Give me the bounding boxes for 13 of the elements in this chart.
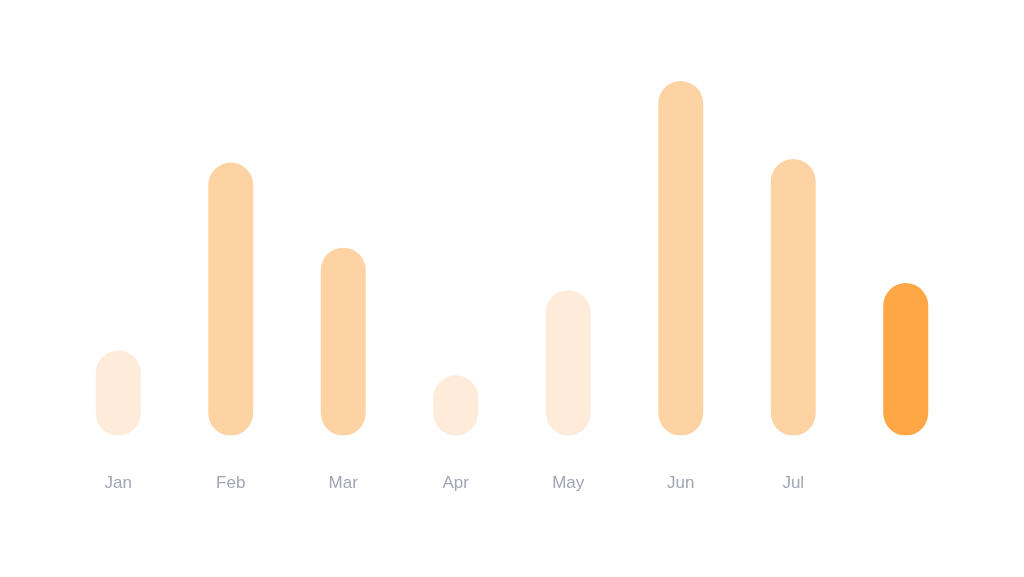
x-tick-label: Jan xyxy=(104,473,132,493)
bar xyxy=(320,247,366,436)
bar xyxy=(545,290,591,436)
x-tick-label: Jul xyxy=(782,473,805,493)
bar xyxy=(883,283,929,436)
x-tick-label: Mar xyxy=(328,473,359,493)
x-tick-label: Apr xyxy=(442,473,470,493)
x-tick-label: Jun xyxy=(667,473,695,493)
x-tick-label: Feb xyxy=(216,473,246,493)
bar xyxy=(658,81,704,436)
x-tick-label: May xyxy=(552,473,585,493)
bar xyxy=(770,159,816,436)
bar xyxy=(208,162,254,436)
